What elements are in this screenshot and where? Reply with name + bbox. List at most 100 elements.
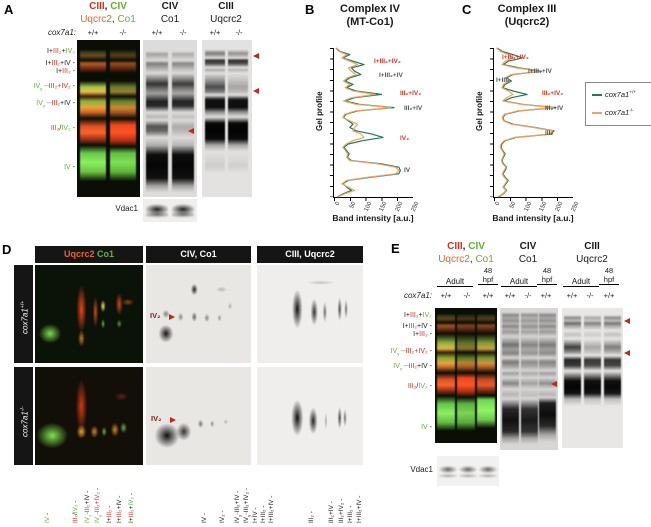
band-label: III₂ -	[308, 511, 315, 523]
band-label: I+III₂ -	[106, 505, 113, 523]
gel-lane	[205, 40, 225, 197]
band-label: IVy ----III₂+IV₂ -	[33, 83, 75, 92]
lane-label: -/-	[119, 28, 127, 37]
red-arrowhead	[624, 350, 630, 356]
civ-blot-a	[143, 40, 197, 197]
row-bar-ko	[14, 367, 33, 465]
lane-label: -/-	[586, 291, 594, 300]
panel-a-civ-title: CIV	[161, 1, 179, 12]
group-48: 48	[604, 266, 614, 275]
iv2-annotation: IV₂	[151, 414, 162, 423]
red-arrowhead	[253, 88, 259, 94]
band-label: III₂+IV₂ -	[338, 498, 345, 523]
gel-lane	[228, 40, 248, 197]
panel-e-genotype-label: cox7a1:	[403, 291, 432, 300]
band-label: IVy--III₂+IV₂ -	[94, 488, 103, 523]
band-label: IV₂ -	[219, 510, 226, 523]
ciii-2d-gel-wt	[257, 265, 363, 363]
gel-lane	[584, 308, 601, 448]
vdac1-blot-a	[143, 199, 197, 222]
panel-d-fluor-header: Uqcrc2 Co1	[35, 246, 143, 263]
ciii-2d-gel-ko	[257, 367, 363, 465]
panel-a-fluor-subtitle: Uqcrc2, Co1	[80, 14, 136, 25]
band-label: I+III₂+IV -	[45, 60, 75, 67]
group-label-48hpf: 48 hpf	[478, 266, 498, 285]
band-label: IVx--III₂+IV -	[84, 490, 93, 523]
band-label: III₂/IV₂ -	[50, 125, 75, 132]
red-arrowhead	[170, 417, 176, 423]
band-label: I+III₂+IV₂ -	[128, 492, 135, 523]
panel-e-label: E	[391, 241, 400, 256]
panel-e-ciii-title: CIII	[584, 241, 600, 252]
group-hpf: hpf	[603, 275, 615, 284]
group-label-adult: Adult	[437, 277, 473, 287]
row-label-ko: cox7a1-/-	[20, 406, 30, 437]
gel-lane	[479, 456, 497, 486]
lane-label: +/+	[603, 291, 615, 300]
red-arrowhead	[253, 53, 259, 59]
lane-label: -/-	[463, 291, 471, 300]
wt-line-swatch	[592, 94, 602, 97]
fluorescent-blot-e	[435, 308, 497, 443]
gel-lane	[437, 308, 455, 443]
group-48: 48	[542, 266, 552, 275]
gel-lane	[457, 308, 475, 443]
legend: cox7a1+/+ cox7a1-/-	[585, 82, 651, 126]
band-label: III₂/IV₂ -	[72, 500, 79, 523]
band-label: I+III₂+IV -	[356, 495, 363, 523]
panel-b-subtitle: (MT-Co1)	[346, 16, 394, 28]
band-label: IV -	[44, 512, 51, 523]
panel-a-ciii-subtitle: Uqcrc2	[210, 14, 242, 25]
red-arrowhead	[188, 128, 194, 134]
y-axis-ticks	[490, 48, 494, 197]
lane-label: +/+	[87, 28, 99, 37]
band-label: I+III₂ -	[56, 68, 75, 75]
legend-label: cox7a1+/+	[605, 90, 637, 99]
panel-c-ylabel: Gel profile	[475, 91, 484, 131]
vdac1-label: Vdac1	[115, 204, 138, 213]
legend-item-ko: cox7a1-/-	[592, 108, 634, 117]
band-label: IVx ----III₂+IV -	[36, 100, 75, 109]
panel-b-xlabel: Band intensity [a.u.]	[332, 213, 414, 223]
panel-c-plot: 0 50 100 150 200 250 I+III₂+IV₂ I+III₂+IV I+III…	[490, 47, 580, 213]
gel-profile-chart-civ	[335, 47, 402, 198]
legend-label: cox7a1-/-	[605, 108, 634, 117]
row-label-wt: cox7a1+/+	[20, 300, 30, 334]
red-arrowhead	[551, 381, 557, 387]
panel-d-label: D	[2, 242, 12, 257]
lane-label: -/-	[235, 28, 243, 37]
x-axis-ticks	[334, 197, 413, 201]
panel-e-ciii-subtitle: Uqcrc2	[576, 254, 608, 265]
group-hpf: hpf	[541, 275, 553, 284]
gel-lane	[172, 199, 194, 222]
band-label: III₂+IV -	[328, 501, 335, 523]
lane-label: +/+	[209, 28, 221, 37]
panel-b-label: B	[305, 2, 315, 17]
band-label: IV -	[421, 424, 432, 431]
gel-lane	[564, 308, 581, 448]
band-label: III₂/IV₂ -	[407, 383, 432, 390]
panel-a-civ-subtitle: Co1	[160, 14, 180, 25]
panel-a-genotype-label: cox7a1:	[47, 28, 76, 37]
gel-lane	[146, 40, 168, 197]
band-label: I+III₂+IV -	[116, 495, 123, 523]
panel-e-fluor-title: CIII, CIV	[447, 241, 485, 252]
lane-label: +/+	[440, 291, 452, 300]
gel-lane	[521, 308, 538, 450]
gel-lane	[477, 308, 495, 443]
band-label: I+III₂ -	[347, 505, 354, 523]
fluorescent-2d-gel-wt	[35, 265, 143, 363]
gel-lane	[172, 40, 194, 197]
band-label: I+III₂ -	[260, 505, 267, 523]
gel-lane	[604, 308, 621, 448]
panel-a-ciii-title: CIII	[218, 1, 234, 12]
band-label: I+IV -	[252, 507, 259, 523]
band-label: I+III₂+IV₂	[46, 48, 75, 55]
gel-lane	[80, 40, 106, 197]
lane-label: -/-	[524, 291, 532, 300]
gel-profile-chart-ciii	[496, 47, 557, 198]
gel-lane	[110, 40, 136, 197]
vdac1-label: Vdac1	[410, 465, 433, 474]
panel-d-ciii-header: CIII, Uqcrc2	[257, 246, 363, 263]
x-axis-ticks	[494, 197, 573, 201]
